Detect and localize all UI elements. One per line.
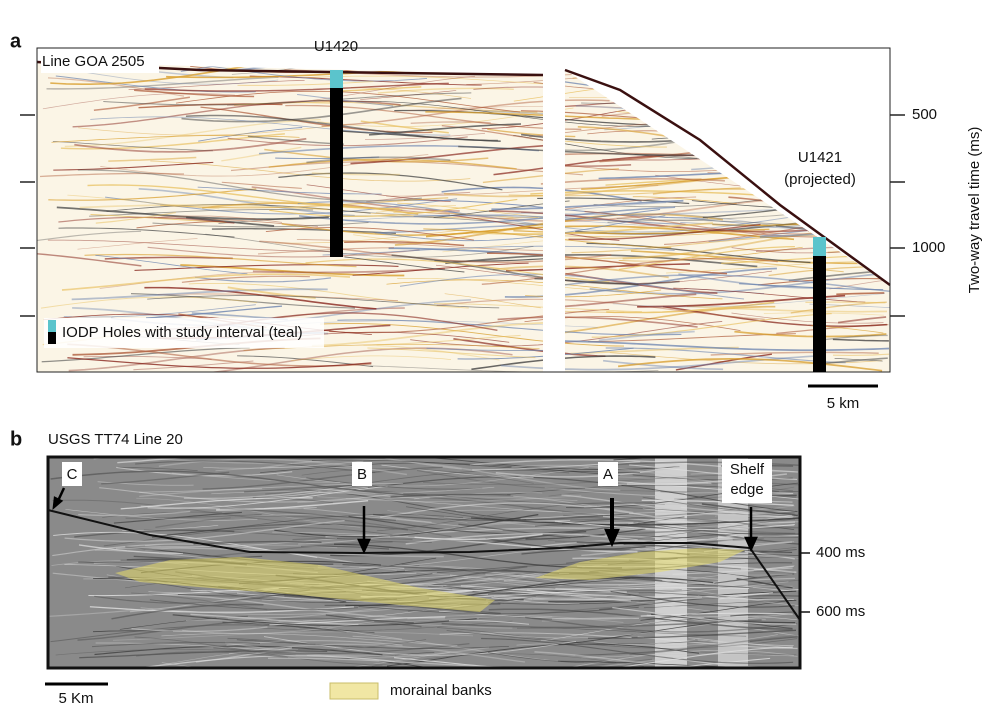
figure: a 500 1000 Two-way travel time (ms) Line… — [0, 0, 984, 706]
site-label: U1421 — [798, 149, 842, 166]
site-note: (projected) — [784, 171, 856, 188]
axis-title: Two-way travel time (ms) — [966, 127, 983, 294]
tick-label: 500 — [912, 106, 937, 123]
data-gap — [543, 48, 565, 372]
reflector — [623, 449, 751, 453]
hole — [813, 256, 826, 372]
legend-swatch — [330, 683, 378, 699]
site-label: U1420 — [314, 38, 358, 55]
legend-swatch — [48, 320, 56, 332]
marker: B — [357, 466, 367, 483]
scale-label: 5 km — [827, 395, 860, 412]
study-interval — [813, 237, 826, 256]
scale-label: 5 Km — [58, 690, 93, 706]
panel-label: a — [10, 30, 22, 52]
panel-title: USGS TT74 Line 20 — [48, 431, 183, 448]
hole — [330, 88, 343, 257]
tick-label: 400 ms — [816, 544, 865, 561]
panel-label: b — [10, 428, 22, 450]
legend-text: morainal banks — [390, 682, 492, 699]
marker: edge — [730, 481, 763, 498]
study-interval — [330, 70, 343, 88]
legend-text: IODP Holes with study interval (teal) — [62, 324, 303, 341]
legend-swatch — [48, 332, 56, 344]
tick-label: 600 ms — [816, 603, 865, 620]
marker: Shelf — [730, 461, 765, 478]
tick-label: 1000 — [912, 239, 945, 256]
panel-title: Line GOA 2505 — [42, 53, 145, 70]
marker: A — [603, 466, 613, 483]
marker: C — [67, 466, 78, 483]
